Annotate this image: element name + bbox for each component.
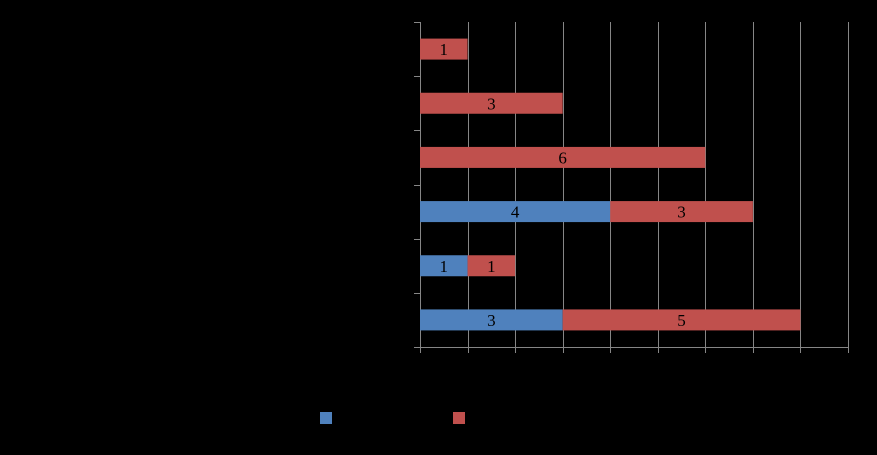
- axes: [414, 22, 849, 353]
- data-label: 4: [511, 203, 520, 222]
- data-label: 3: [487, 94, 496, 113]
- data-label: 3: [487, 311, 496, 330]
- bar-series-2: [420, 38, 468, 60]
- data-label: 6: [558, 148, 567, 167]
- legend-marker-series-2: [453, 412, 465, 424]
- bar-series-1: [420, 255, 468, 277]
- bars: [420, 38, 801, 331]
- bar-series-2: [420, 92, 563, 114]
- gridlines: [468, 22, 849, 347]
- bar-series-1: [420, 309, 563, 331]
- bar-series-2: [467, 255, 516, 277]
- legend-marker-series-1: [320, 412, 332, 424]
- bar-series-1: [420, 201, 611, 223]
- data-label: 1: [440, 257, 449, 276]
- bar-series-2: [610, 201, 753, 223]
- data-labels: 3 5 1 1 4 3 6 3 1: [440, 40, 686, 330]
- bar-series-2: [562, 309, 801, 331]
- data-label: 1: [440, 40, 449, 59]
- data-label: 5: [677, 311, 686, 330]
- data-label: 3: [677, 203, 686, 222]
- data-label: 1: [487, 257, 496, 276]
- legend: [320, 412, 465, 424]
- bar-series-2: [420, 146, 706, 168]
